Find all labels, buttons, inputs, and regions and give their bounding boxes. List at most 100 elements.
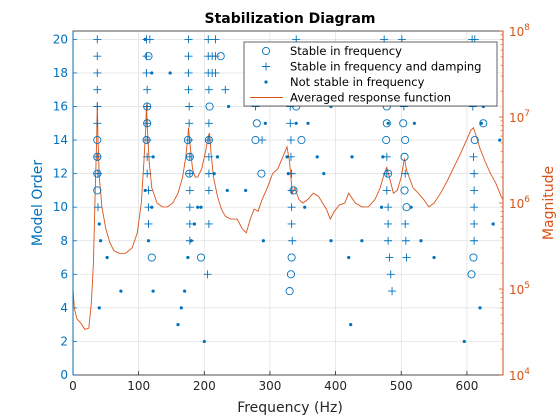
stable-freq-damping-marker [287, 186, 296, 195]
not-stable-marker [478, 306, 482, 310]
not-stable-marker [263, 121, 267, 125]
chart-title: Stabilization Diagram [204, 11, 375, 27]
tick-exponent: 4 [524, 367, 530, 377]
not-stable-marker [150, 71, 154, 75]
not-stable-marker [329, 239, 333, 243]
averaged-response-curve [72, 101, 504, 330]
not-stable-marker [350, 155, 354, 159]
tick-exponent: 5 [524, 281, 530, 291]
stable-freq-damping-marker [145, 35, 154, 44]
not-stable-marker [386, 121, 390, 125]
right-tick-label: 106 [509, 195, 530, 211]
stable-freq-damping-marker [211, 35, 220, 44]
stable-freq-damping-marker [470, 186, 479, 195]
stable-freq-damping-marker [384, 203, 393, 212]
not-stable-marker [202, 339, 206, 344]
stable-freq-damping-marker [204, 35, 213, 44]
stable-freq-damping-marker [184, 68, 193, 77]
legend-box [243, 41, 498, 107]
y-tick-label: 0 [60, 368, 68, 382]
tick-base: 10 [509, 369, 524, 383]
tick-base: 10 [509, 25, 524, 39]
stable-freq-damping-marker [144, 219, 153, 228]
stable-frequency-marker [252, 119, 261, 128]
not-stable-marker [97, 222, 101, 226]
not-stable-marker [349, 323, 353, 327]
not-stable-marker [192, 222, 197, 226]
not-stable-marker [479, 121, 483, 125]
right-tick-label: 107 [509, 109, 530, 125]
response-curve-layer [72, 101, 504, 330]
not-stable-marker [409, 205, 413, 209]
not-stable-marker [168, 71, 172, 75]
x-tick-label: 300 [258, 379, 281, 393]
not-stable-marker [186, 255, 190, 260]
stable-freq-damping-marker [143, 119, 152, 128]
x-tick-label: 200 [193, 379, 216, 393]
stable-freq-damping-marker [384, 219, 393, 228]
x-tick-label: 400 [324, 379, 347, 393]
stable-freq-damping-marker [204, 85, 213, 94]
not-stable-marker [151, 155, 155, 159]
not-stable-marker [303, 205, 307, 209]
x-tick-label: 0 [69, 379, 77, 393]
y-tick-label: 4 [60, 301, 68, 315]
legend-entry-label: Stable in frequency and damping [290, 60, 481, 74]
stable-freq-damping-marker [382, 186, 391, 195]
legend-circle-marker [261, 46, 271, 56]
y-tick-label: 8 [60, 234, 68, 248]
stable-freq-damping-marker [211, 52, 220, 61]
not-stable-marker [306, 121, 310, 125]
stable-freq-damping-marker [185, 102, 194, 111]
not-stable-marker [215, 155, 220, 159]
not-stable-marker [226, 104, 231, 109]
stable-freq-damping-marker [93, 169, 102, 178]
not-stable-marker [244, 188, 248, 193]
stable-freq-damping-marker [143, 152, 152, 161]
not-stable-marker [261, 239, 265, 243]
stable-frequency-marker [297, 136, 306, 145]
right-axis-label: Magnitude [541, 166, 557, 240]
y-tick-label: 10 [53, 200, 68, 214]
not-stable-marker [97, 306, 101, 310]
stable-frequency-marker [257, 169, 266, 178]
not-stable-marker [322, 172, 326, 176]
stable-freq-damping-marker [204, 152, 213, 161]
stable-freq-damping-marker [185, 203, 194, 212]
stable-freq-damping-marker [184, 35, 193, 44]
stable-freq-damping-marker [388, 287, 397, 296]
y-tick-label: 12 [53, 167, 68, 181]
stable-freq-damping-marker [401, 169, 410, 178]
stable-frequency-marker [382, 136, 391, 145]
not-stable-marker [225, 188, 229, 193]
stable-freq-damping-marker [142, 52, 151, 61]
stable-freq-damping-marker [185, 119, 194, 128]
tick-base: 10 [509, 111, 524, 125]
stable-freq-damping-marker [93, 68, 102, 77]
stable-frequency-marker [93, 186, 102, 195]
not-stable-marker [491, 222, 495, 226]
stable-freq-damping-marker [204, 136, 213, 145]
stable-freq-damping-marker [469, 152, 478, 161]
tick-exponent: 7 [524, 109, 530, 119]
y-axis-label: Model Order [30, 160, 46, 247]
not-stable-marker [98, 239, 103, 243]
not-stable-marker [285, 155, 289, 159]
stable-frequency-marker [467, 270, 476, 279]
not-stable-marker [179, 306, 183, 310]
not-stable-marker [286, 172, 290, 176]
stable-freq-damping-marker [143, 169, 152, 178]
stable-freq-damping-marker [185, 152, 194, 161]
stable-freq-damping-marker [142, 68, 151, 77]
legend: Stable in frequency Stable in frequency a… [243, 41, 498, 107]
not-stable-marker [196, 205, 200, 209]
stable-freq-damping-marker [93, 119, 102, 128]
stable-freq-damping-marker [93, 102, 102, 111]
legend-entry-label: Not stable in frequency [290, 75, 425, 89]
not-stable-marker [315, 155, 319, 159]
stable-freq-damping-marker [386, 270, 395, 279]
stable-freq-damping-marker [470, 236, 479, 245]
stable-freq-damping-marker [143, 102, 152, 111]
